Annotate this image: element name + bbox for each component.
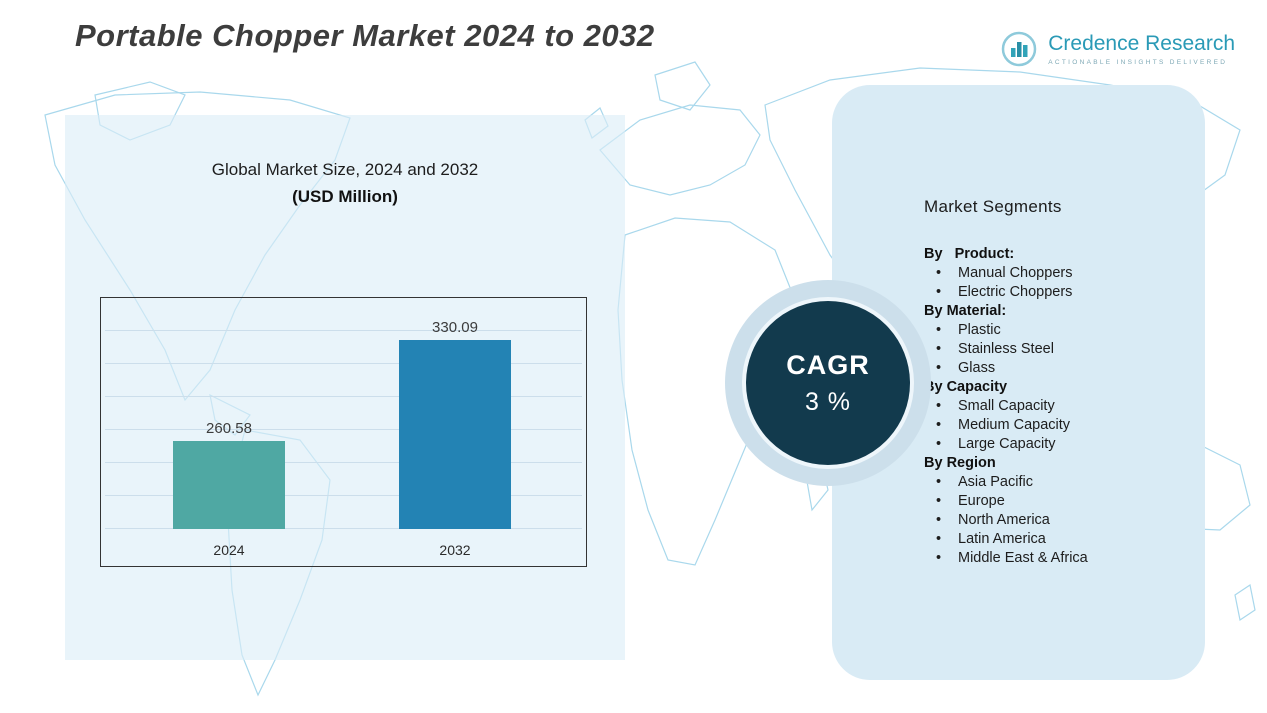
segment-item: Europe xyxy=(924,492,1169,511)
segment-group-label: By Region xyxy=(924,455,996,471)
brand-logo: Credence Research Actionable Insights De… xyxy=(998,28,1235,70)
market-size-chart-panel: Global Market Size, 2024 and 2032 (USD M… xyxy=(65,115,625,660)
segment-item: Middle East & Africa xyxy=(924,549,1169,568)
bar-chart-logo-icon xyxy=(1001,31,1037,67)
x-axis-label-2032: 2032 xyxy=(439,542,471,558)
bar-value-label: 330.09 xyxy=(432,319,478,336)
x-axis-label-2024: 2024 xyxy=(213,542,245,558)
chart-title: Global Market Size, 2024 and 2032 xyxy=(211,160,479,179)
segment-group-material: By Material: Plastic Stainless Steel Gla… xyxy=(924,302,1169,378)
segment-item: Latin America xyxy=(924,530,1169,549)
bar-group-2032: 330.09 xyxy=(399,319,511,529)
segment-item: Small Capacity xyxy=(924,397,1169,416)
segment-item: Asia Pacific xyxy=(924,473,1169,492)
segments-heading: Market Segments xyxy=(924,197,1062,216)
bar-chart: 260.58 330.09 2024 2032 xyxy=(100,297,587,567)
segment-group-label: By Product: xyxy=(924,246,1015,262)
segment-group-product: By Product: Manual Choppers Electric Cho… xyxy=(924,245,1169,302)
bar-2032 xyxy=(399,340,511,529)
cagr-badge: CAGR 3 % xyxy=(742,297,914,469)
segment-group-region: By Region Asia Pacific Europe North Amer… xyxy=(924,454,1169,568)
segment-item: Plastic xyxy=(924,321,1169,340)
brand-tagline: Actionable Insights Delivered xyxy=(1048,59,1228,66)
page-title: Portable Chopper Market 2024 to 2032 xyxy=(75,18,655,53)
segment-group-label: By Material: xyxy=(924,303,1007,319)
brand-name: Credence Research xyxy=(1048,32,1235,55)
segment-item: Stainless Steel xyxy=(924,340,1169,359)
segment-group-capacity: By Capacity Small Capacity Medium Capaci… xyxy=(924,378,1169,454)
bar-group-2024: 260.58 xyxy=(173,420,285,529)
segment-item: Large Capacity xyxy=(924,435,1169,454)
segment-item: Glass xyxy=(924,359,1169,378)
chart-subtitle: (USD Million) xyxy=(292,187,398,206)
segment-item: North America xyxy=(924,511,1169,530)
cagr-value: 3 % xyxy=(804,387,852,416)
cagr-label: CAGR xyxy=(786,349,870,380)
segment-item: Manual Choppers xyxy=(924,264,1169,283)
segment-item: Medium Capacity xyxy=(924,416,1169,435)
bar-2024 xyxy=(173,441,285,529)
segment-item: Electric Choppers xyxy=(924,283,1169,302)
segment-group-label: By Capacity xyxy=(924,379,1008,395)
bar-value-label: 260.58 xyxy=(206,420,252,437)
